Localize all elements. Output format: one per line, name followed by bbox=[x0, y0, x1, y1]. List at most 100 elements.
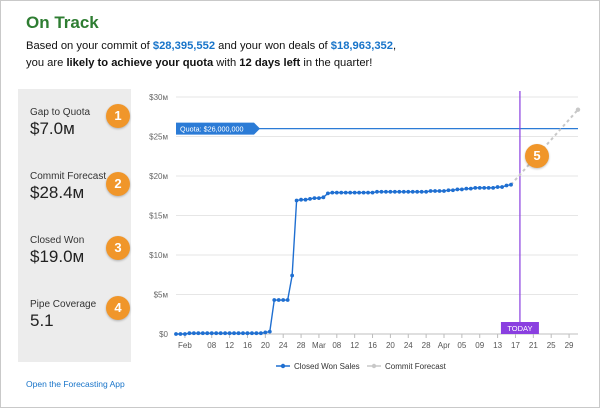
x-tick-label: 16 bbox=[243, 341, 252, 350]
series-point-closed-won bbox=[330, 190, 335, 195]
chart-svg: $0 $5м $10м $15м $20м $25м $30м Feb 08 12 16 20 24 28… bbox=[149, 91, 581, 371]
series-point-closed-won bbox=[370, 190, 375, 195]
series-point-closed-won bbox=[500, 185, 504, 189]
series-point-closed-won bbox=[352, 190, 357, 195]
series-point-closed-won bbox=[375, 189, 379, 194]
series-point-closed-won bbox=[218, 331, 223, 336]
callout-badge-1: 1 bbox=[106, 104, 130, 128]
series-point-closed-won bbox=[303, 197, 308, 202]
series-point-closed-won bbox=[174, 332, 178, 336]
series-point-closed-won bbox=[232, 331, 236, 336]
series-point-closed-won bbox=[241, 331, 245, 336]
series-point-closed-won bbox=[187, 331, 192, 336]
legend-label-closed-won: Closed Won Sales bbox=[294, 362, 360, 371]
series-point-closed-won bbox=[361, 190, 366, 195]
series-point-closed-won bbox=[464, 186, 469, 191]
metric-commit-forecast: Commit Forecast $28.4м bbox=[30, 171, 130, 203]
callout-badge-3: 3 bbox=[106, 236, 130, 260]
series-point-closed-won bbox=[178, 332, 183, 336]
series-point-closed-won bbox=[245, 331, 250, 336]
series-point-closed-won bbox=[509, 182, 513, 187]
series-point-closed-won bbox=[281, 298, 286, 302]
series-point-closed-won bbox=[209, 331, 214, 336]
series-point-closed-won bbox=[366, 190, 370, 195]
metric-label: Commit Forecast bbox=[30, 171, 107, 182]
x-tick-label: 17 bbox=[511, 341, 520, 350]
x-tick-label: 24 bbox=[279, 341, 288, 350]
x-tick-label: 16 bbox=[368, 341, 377, 350]
days-left: 12 days left bbox=[239, 57, 301, 69]
series-point-closed-won bbox=[294, 198, 299, 203]
x-tick-label: 13 bbox=[493, 341, 502, 350]
series-point-closed-won bbox=[455, 187, 460, 192]
x-tick-label: 12 bbox=[225, 341, 234, 350]
x-tick-label: 05 bbox=[457, 341, 466, 350]
won-amount: $18,963,352 bbox=[330, 40, 393, 52]
series-point-closed-won bbox=[495, 185, 500, 189]
series-point-closed-won bbox=[486, 185, 491, 190]
today-label: TODAY bbox=[507, 324, 532, 333]
metric-label: Pipe Coverage bbox=[30, 299, 97, 310]
legend-marker-closed-won bbox=[280, 363, 286, 369]
series-point-closed-won bbox=[401, 189, 406, 194]
series-point-closed-won bbox=[384, 189, 388, 194]
series-point-closed-won bbox=[451, 188, 455, 193]
summary-text: in the quarter! bbox=[300, 57, 373, 69]
legend-marker-commit-forecast bbox=[371, 363, 377, 369]
series-point-closed-won bbox=[442, 189, 446, 193]
series-point-closed-won bbox=[250, 331, 254, 336]
series-point-closed-won bbox=[312, 196, 317, 201]
series-point-closed-won bbox=[339, 190, 344, 195]
series-point-closed-won bbox=[428, 189, 433, 193]
x-tick-label: 09 bbox=[475, 341, 484, 350]
series-point-closed-won bbox=[317, 196, 321, 201]
metric-value: 5.1 bbox=[30, 311, 54, 330]
series-point-closed-won bbox=[343, 190, 348, 195]
series-point-closed-won bbox=[254, 331, 259, 336]
summary-text: and your won deals of bbox=[215, 40, 331, 52]
y-tick-label: $15м bbox=[149, 212, 168, 221]
series-point-closed-won bbox=[424, 189, 429, 194]
x-tick-label: Feb bbox=[178, 341, 192, 350]
series-point-closed-won bbox=[437, 189, 442, 193]
series-point-commit-forecast bbox=[575, 107, 581, 112]
series-point-closed-won bbox=[482, 185, 487, 190]
series-point-closed-won bbox=[348, 190, 353, 195]
series-point-closed-won bbox=[223, 331, 228, 336]
series-point-closed-won bbox=[236, 331, 241, 336]
series-point-closed-won bbox=[191, 331, 196, 336]
series-point-closed-won bbox=[357, 190, 362, 195]
legend-label-commit-forecast: Commit Forecast bbox=[385, 362, 447, 371]
series-point-closed-won bbox=[290, 273, 295, 278]
series-point-closed-won bbox=[406, 189, 411, 194]
likely-text: likely to achieve your quota bbox=[66, 57, 214, 69]
x-tick-label: 08 bbox=[332, 341, 341, 350]
series-point-closed-won bbox=[299, 197, 303, 202]
series-point-closed-won bbox=[321, 195, 326, 200]
series-point-closed-won bbox=[397, 189, 402, 194]
commit-amount: $28,395,552 bbox=[152, 40, 216, 52]
series-point-closed-won bbox=[433, 189, 437, 193]
series-point-closed-won bbox=[410, 189, 415, 194]
callout-badge-5: 5 bbox=[525, 144, 549, 168]
metric-value: $28.4м bbox=[30, 183, 85, 202]
metric-pipe-coverage: Pipe Coverage 5.1 bbox=[30, 299, 130, 331]
forecast-chart: $0 $5м $10м $15м $20м $25м $30м Feb 08 12 16 20 24 28… bbox=[131, 89, 591, 379]
x-tick-label: 20 bbox=[261, 341, 270, 350]
series-point-closed-won bbox=[196, 331, 201, 336]
x-tick-label: 20 bbox=[386, 341, 395, 350]
x-tick-label: 24 bbox=[404, 341, 413, 350]
series-point-closed-won bbox=[227, 331, 232, 336]
series-point-closed-won bbox=[285, 298, 290, 302]
series-point-closed-won bbox=[477, 185, 482, 190]
series-point-closed-won bbox=[272, 298, 277, 302]
summary-text: Based on your commit of bbox=[26, 40, 153, 52]
metric-label: Closed Won bbox=[30, 235, 85, 246]
open-forecasting-app-link[interactable]: Open the Forecasting App bbox=[26, 379, 125, 389]
metric-value: $7.0м bbox=[30, 119, 75, 138]
forecast-summary: Based on your commit of $28,395,552 and … bbox=[26, 38, 586, 72]
series-line-closed-won bbox=[176, 184, 512, 335]
series-point-closed-won bbox=[446, 188, 451, 193]
y-tick-label: $20м bbox=[149, 172, 168, 181]
